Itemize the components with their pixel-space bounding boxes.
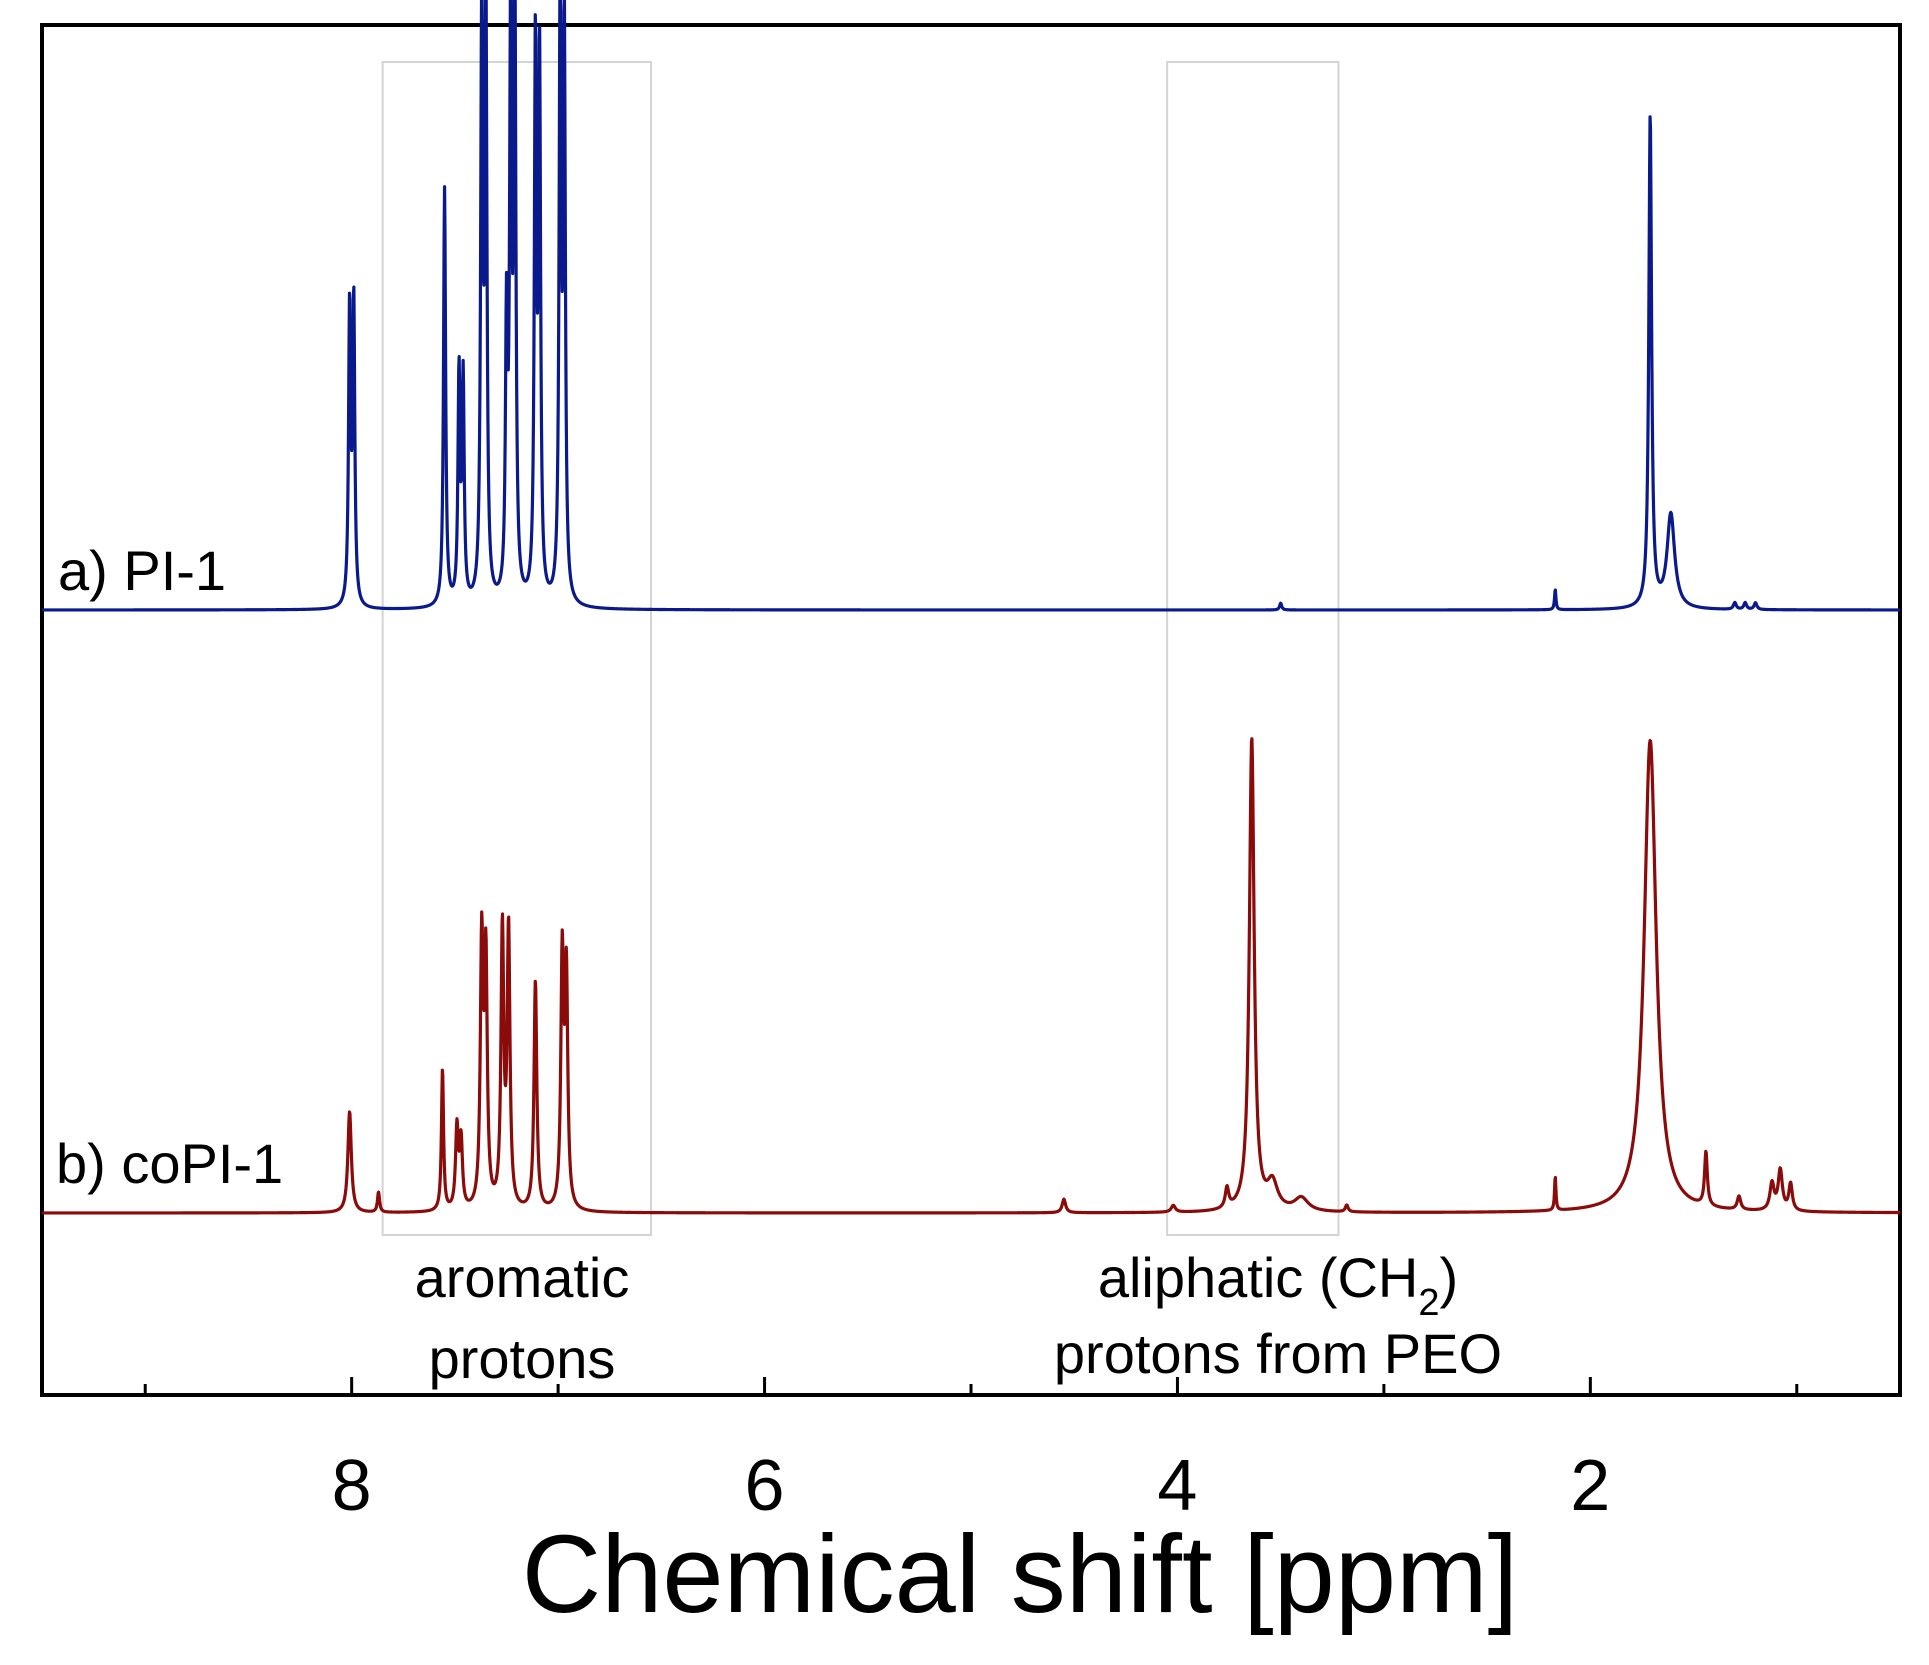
aliphatic-main-text: aliphatic (CH <box>1098 1246 1419 1309</box>
region-box-aliphatic <box>1166 61 1340 1236</box>
x-axis-ticks: 8 6 4 2 <box>143 1377 1799 1526</box>
region-label-aromatic-line1: aromatic <box>415 1246 630 1309</box>
x-tick-label-4: 4 <box>1157 1446 1197 1526</box>
spectra <box>40 0 1902 1215</box>
x-tick-label-8: 8 <box>332 1446 372 1526</box>
aliphatic-subscript: 2 <box>1418 1282 1439 1324</box>
plot-frame <box>40 23 1902 1397</box>
region-label-aliphatic-line1: aliphatic (CH2) <box>1098 1246 1458 1324</box>
series-label-pi1: a) PI-1 <box>58 539 226 602</box>
series-label-copi1: b) coPI-1 <box>56 1132 283 1195</box>
region-label-aromatic-line2: protons <box>429 1327 616 1390</box>
x-tick-label-6: 6 <box>745 1446 785 1526</box>
region-label-aliphatic-line2: protons from PEO <box>1054 1322 1502 1385</box>
x-tick-label-2: 2 <box>1570 1446 1610 1526</box>
spectrum-line-0 <box>40 0 1902 612</box>
x-axis-title: Chemical shift [ppm] <box>522 1513 1518 1636</box>
highlight-regions <box>381 61 1340 1236</box>
aliphatic-close-paren: ) <box>1440 1246 1459 1309</box>
spectrum-line-1 <box>40 737 1902 1215</box>
